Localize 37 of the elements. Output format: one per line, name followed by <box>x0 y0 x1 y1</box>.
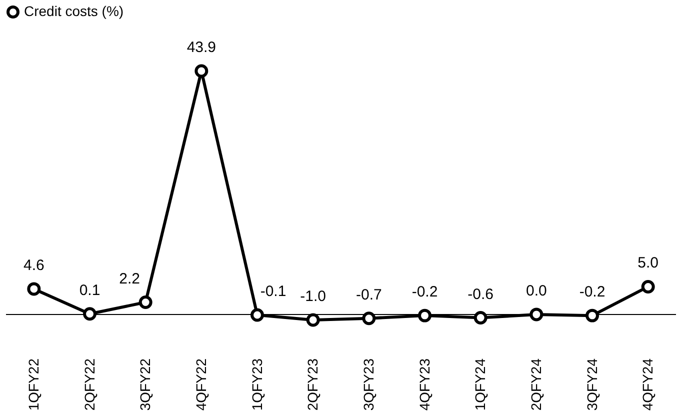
point <box>641 280 655 294</box>
point <box>250 308 264 322</box>
point <box>83 307 96 321</box>
x-tick-label: 3QFY23 <box>360 358 376 411</box>
data-label: -0.6 <box>468 286 494 303</box>
x-tick-label: 1QFY24 <box>472 358 488 411</box>
data-label: -0.2 <box>579 284 606 301</box>
x-tick-label: 1QFY23 <box>248 358 265 411</box>
data-label: 4.6 <box>23 256 44 274</box>
data-label: -0.7 <box>356 286 382 304</box>
x-tick-label: 1QFY22 <box>25 358 42 411</box>
point <box>27 282 41 296</box>
data-label: -1.0 <box>300 288 326 305</box>
data-label: 5.0 <box>638 254 659 272</box>
point <box>138 296 152 309</box>
data-label: 0.1 <box>79 282 100 299</box>
legend-label: Credit costs (%) <box>24 3 124 19</box>
x-tick-label: 3QFY22 <box>137 358 154 411</box>
data-label: 43.9 <box>186 39 216 56</box>
point <box>530 308 544 322</box>
data-label: -0.2 <box>412 284 438 301</box>
point <box>362 312 376 326</box>
point <box>306 313 320 327</box>
point <box>474 311 488 325</box>
point <box>194 64 208 78</box>
data-label: 2.2 <box>119 270 140 288</box>
x-tick-label: 4QFY23 <box>416 358 432 411</box>
point <box>418 308 432 322</box>
x-tick-label: 2QFY24 <box>528 358 544 411</box>
x-tick-label: 4QFY24 <box>640 358 656 411</box>
x-tick-label: 4QFY22 <box>192 358 209 411</box>
x-tick-label: 2QFY23 <box>304 358 321 411</box>
x-tick-label: 2QFY22 <box>81 358 98 411</box>
x-tick-label: 3QFY24 <box>584 358 600 411</box>
data-label: -0.1 <box>260 283 286 300</box>
point <box>586 308 599 322</box>
data-label: 0.0 <box>526 282 547 300</box>
